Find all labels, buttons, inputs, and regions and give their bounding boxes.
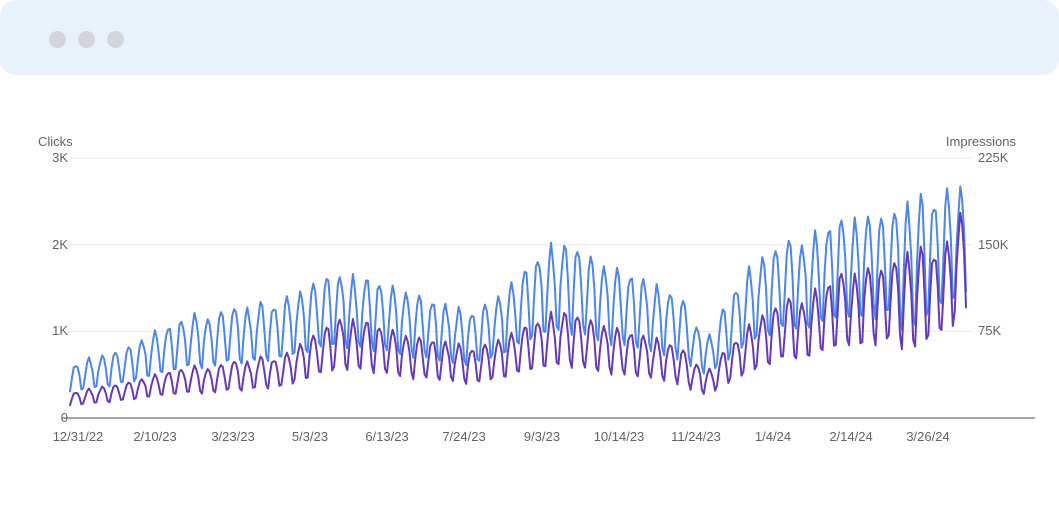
left-axis-tick: 3K <box>52 150 68 165</box>
x-axis-tick: 1/4/24 <box>754 429 792 444</box>
right-axis-tick: 225K <box>978 150 1009 165</box>
x-axis-tick: 9/3/23 <box>523 429 561 444</box>
right-axis-tick: 150K <box>978 237 1009 252</box>
left-axis-tick: 2K <box>52 237 68 252</box>
impressions-line <box>69 211 967 407</box>
left-axis-title: Clicks <box>38 134 73 149</box>
x-axis-tick: 12/31/22 <box>52 429 104 444</box>
window-titlebar <box>0 0 1059 75</box>
clicks-line <box>69 185 967 393</box>
x-axis-tick: 2/10/23 <box>133 429 177 444</box>
x-axis-tick: 11/24/23 <box>671 429 721 444</box>
x-axis-tick: 10/14/23 <box>593 429 645 444</box>
x-axis-tick: 7/24/23 <box>442 429 486 444</box>
x-axis-tick: 3/23/23 <box>211 429 255 444</box>
right-axis-tick: 75K <box>978 323 1002 338</box>
x-axis-tick: 5/3/23 <box>291 429 329 444</box>
window-dot-icon[interactable] <box>78 31 95 48</box>
x-axis-tick: 6/13/23 <box>365 429 409 444</box>
left-axis-tick: 0 <box>60 410 68 425</box>
window-control-dots <box>49 31 124 48</box>
window-dot-icon[interactable] <box>107 31 124 48</box>
x-axis-tick: 3/26/24 <box>906 429 950 444</box>
left-axis-tick: 1K <box>52 323 68 338</box>
right-axis-title: Impressions <box>945 134 1016 149</box>
window-dot-icon[interactable] <box>49 31 66 48</box>
x-axis-tick: 2/14/24 <box>829 429 873 444</box>
